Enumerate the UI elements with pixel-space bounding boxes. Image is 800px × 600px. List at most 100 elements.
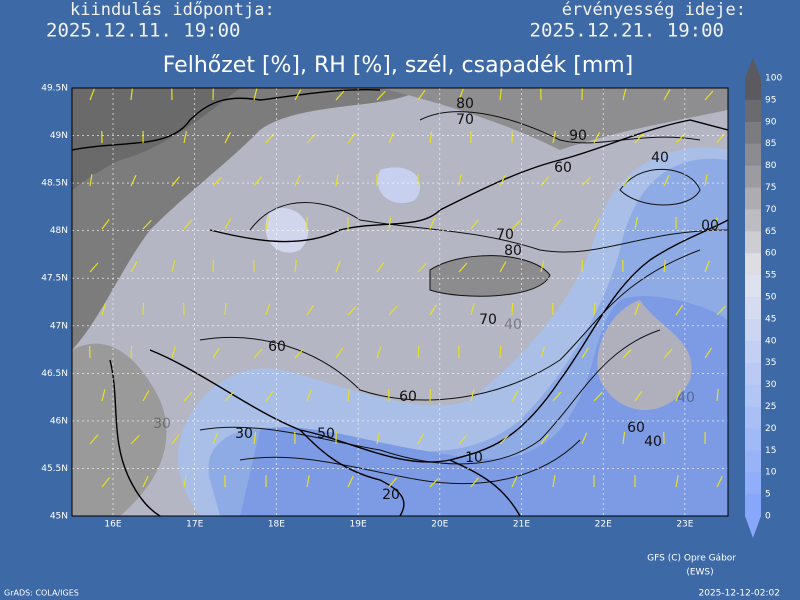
lon-label: 17E	[186, 520, 203, 530]
wind-barb	[429, 477, 439, 488]
colorbar-label: 95	[765, 95, 776, 105]
contour-label: 90	[569, 128, 587, 144]
wind-barb	[89, 174, 93, 187]
contour-label: 80	[456, 96, 474, 112]
wind-barb	[376, 261, 385, 273]
wind-barb	[540, 260, 545, 273]
wind-barb	[622, 88, 627, 101]
colorbar-label: 15	[765, 446, 776, 456]
wind-barb	[89, 262, 99, 273]
wind-barb	[634, 133, 644, 144]
field-gray-n	[380, 88, 728, 150]
colorbar-cell	[745, 450, 761, 473]
wind-barb	[634, 217, 639, 230]
lat-label: 48.5N	[41, 179, 68, 189]
colorbar-cell	[745, 318, 761, 342]
wind-barb	[511, 302, 514, 316]
wind-barb	[101, 219, 110, 230]
wind-barb	[224, 132, 232, 144]
wind-barb	[265, 390, 274, 402]
border-line	[299, 429, 405, 516]
wind-barb	[663, 348, 673, 359]
wind-barb	[130, 174, 137, 187]
contour-line	[249, 202, 728, 253]
wind-barb	[593, 302, 596, 316]
contour-line	[619, 168, 701, 206]
wind-barb	[212, 347, 220, 359]
wind-barb	[704, 260, 710, 273]
colorbar-label: 45	[765, 314, 776, 324]
wind-barb	[101, 477, 110, 488]
border-line	[209, 119, 728, 243]
wind-barb	[253, 88, 258, 101]
wind-barb	[294, 260, 297, 273]
field-gray-center	[430, 255, 550, 297]
colorbar-cell	[745, 428, 761, 451]
wind-barb	[388, 477, 398, 488]
wind-barb	[294, 174, 301, 187]
contour-label: 40	[504, 317, 522, 333]
lon-label: 22E	[595, 520, 612, 530]
lat-label: 46N	[50, 416, 68, 426]
wind-barb	[183, 131, 187, 144]
wind-barb	[511, 219, 521, 230]
wind-barb	[499, 88, 502, 101]
lon-label: 18E	[268, 520, 285, 530]
wind-barb	[335, 90, 345, 101]
colorbar-cell	[745, 78, 761, 101]
credit-sub: (EWS)	[686, 568, 713, 578]
border-line	[109, 359, 161, 516]
wind-barb	[470, 389, 475, 402]
colorbar-label: 65	[765, 227, 776, 237]
wind-barb	[511, 475, 518, 488]
wind-barb	[429, 304, 437, 316]
lon-label: 16E	[104, 520, 121, 530]
colorbar-label: 90	[765, 117, 777, 127]
colorbar-label: 0	[765, 512, 771, 522]
colorbar-cell	[745, 187, 761, 210]
wind-barb	[470, 219, 479, 230]
colorbar-cell	[745, 297, 761, 320]
wind-barb	[458, 434, 468, 445]
graticule	[72, 88, 728, 516]
contour-label: 30	[235, 426, 253, 442]
field-light-blob	[377, 167, 421, 204]
wind-barb	[224, 391, 234, 402]
wind-barb	[183, 219, 193, 230]
wind-barb	[429, 217, 436, 230]
colorbar-label: 100	[765, 74, 782, 84]
lat-label: 47N	[50, 321, 68, 331]
map-title: Felhőzet [%], RH [%], szél, csapadék [mm…	[163, 53, 634, 78]
wind-barb	[130, 345, 133, 359]
colorbar-label: 5	[765, 490, 771, 500]
lon-label: 19E	[350, 520, 367, 530]
wind-barb	[142, 302, 145, 316]
lon-label: 20E	[431, 520, 448, 530]
wind-barb	[253, 176, 263, 187]
wind-barb	[306, 389, 312, 402]
colorbar-label: 10	[765, 468, 777, 478]
wind-barb	[634, 390, 643, 402]
colorbar-cell	[745, 340, 761, 364]
wind-barb	[499, 174, 506, 187]
wind-barb	[552, 219, 562, 230]
contour-label: 40	[651, 150, 669, 166]
wind-barb	[499, 261, 507, 273]
contour-label: 60	[268, 339, 286, 355]
wind-barb	[663, 174, 670, 187]
wind-barb	[716, 475, 723, 488]
contour-label: 70	[479, 312, 497, 328]
field-gray-sw	[72, 343, 167, 516]
lat-label: 45.5N	[41, 464, 68, 474]
wind-barb	[224, 302, 227, 316]
wind-barb	[622, 348, 632, 359]
wind-barb	[335, 260, 341, 273]
colorbar-cap-top	[745, 58, 761, 78]
colorbar-cell	[745, 472, 761, 495]
wind-barb	[376, 90, 386, 101]
contour-label: 10	[465, 450, 483, 466]
colorbar-cell	[745, 406, 761, 429]
wind-barb	[306, 304, 315, 316]
